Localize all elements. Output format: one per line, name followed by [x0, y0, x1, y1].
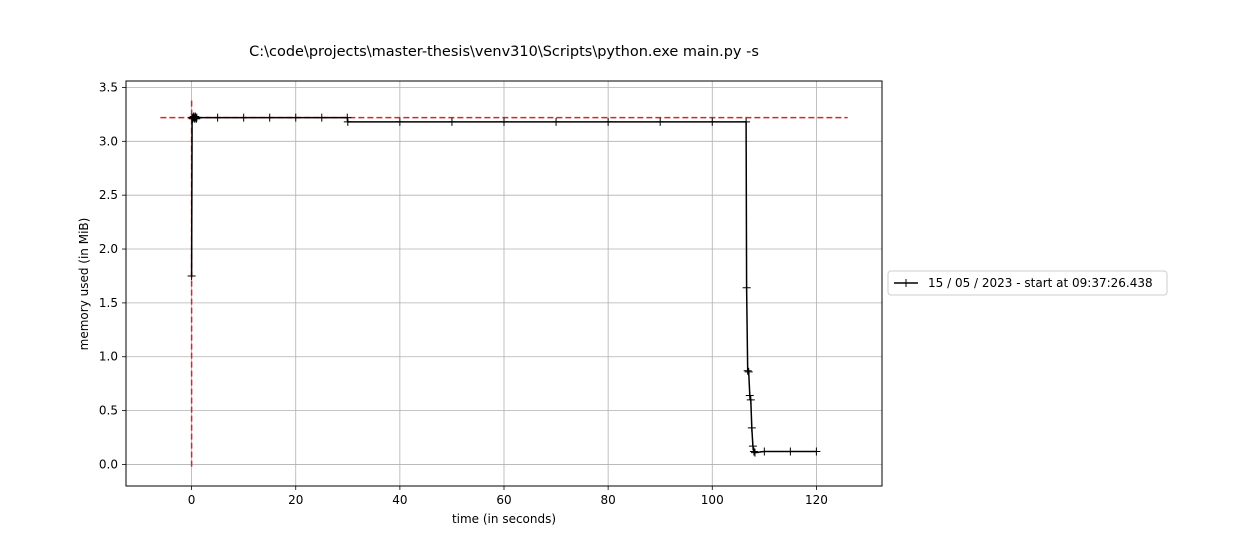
data-point-marker: [187, 271, 196, 280]
grid-lines: [126, 81, 882, 486]
data-point-marker: [746, 395, 755, 404]
data-point-marker: [447, 117, 456, 126]
data-point-marker: [745, 391, 754, 400]
data-point-marker: [742, 283, 751, 292]
data-point-marker: [192, 113, 201, 122]
data-point-marker: [747, 423, 756, 432]
data-point-marker: [786, 447, 795, 456]
x-tick-label: 100: [701, 493, 724, 507]
data-point-marker: [265, 113, 274, 122]
data-point-marker: [812, 447, 821, 456]
y-tick-label: 2.5: [99, 188, 118, 202]
y-tick-label: 3.5: [99, 80, 118, 94]
x-axis-ticks: 0 20 40 60 80 100 120: [188, 486, 828, 507]
data-point-marker: [213, 113, 222, 122]
data-point-marker: [552, 117, 561, 126]
x-tick-label: 80: [600, 493, 615, 507]
series-layer: [187, 112, 821, 457]
data-point-marker: [708, 117, 717, 126]
data-point-marker: [750, 448, 759, 457]
x-tick-label: 20: [288, 493, 303, 507]
data-point-marker: [191, 112, 200, 121]
y-tick-label: 0.0: [99, 457, 118, 471]
data-point-marker: [291, 113, 300, 122]
y-axis-label: memory used (in MiB): [77, 218, 91, 351]
data-point-marker: [749, 447, 758, 456]
x-tick-label: 60: [496, 493, 511, 507]
data-point-marker: [192, 114, 201, 123]
data-point-marker: [743, 366, 752, 375]
x-tick-label: 120: [805, 493, 828, 507]
x-tick-label: 0: [188, 493, 196, 507]
y-tick-label: 1.0: [99, 350, 118, 364]
data-point-marker: [500, 117, 508, 126]
data-point-marker: [395, 117, 404, 126]
legend: 15 / 05 / 2023 - start at 09:37:26.438: [887, 270, 1168, 296]
data-point-marker: [343, 117, 352, 126]
data-point-marker: [317, 113, 326, 122]
data-point-marker: [656, 117, 665, 126]
y-tick-label: 0.5: [99, 404, 118, 418]
data-point-marker: [760, 447, 769, 456]
data-point-marker: [742, 117, 751, 126]
data-point-marker: [748, 442, 757, 451]
y-tick-label: 2.0: [99, 242, 118, 256]
y-tick-label: 1.5: [99, 296, 118, 310]
reference-lines: [160, 100, 848, 467]
y-tick-label: 3.0: [99, 134, 118, 148]
chart-title: C:\code\projects\master-thesis\venv310\S…: [249, 44, 759, 60]
x-tick-label: 40: [392, 493, 407, 507]
legend-frame: [887, 270, 1168, 296]
y-axis-ticks: 0.0 0.5 1.0 1.5 2.0 2.5 3.0 3.5: [99, 80, 126, 471]
data-point-marker: [744, 367, 753, 376]
data-point-marker: [343, 113, 352, 122]
legend-entry-label: 15 / 05 / 2023 - start at 09:37:26.438: [928, 276, 1153, 290]
data-point-marker: [604, 117, 613, 126]
legend-marker-plus: [902, 279, 910, 287]
x-axis-label: time (in seconds): [452, 512, 556, 526]
data-point-marker: [239, 113, 248, 122]
